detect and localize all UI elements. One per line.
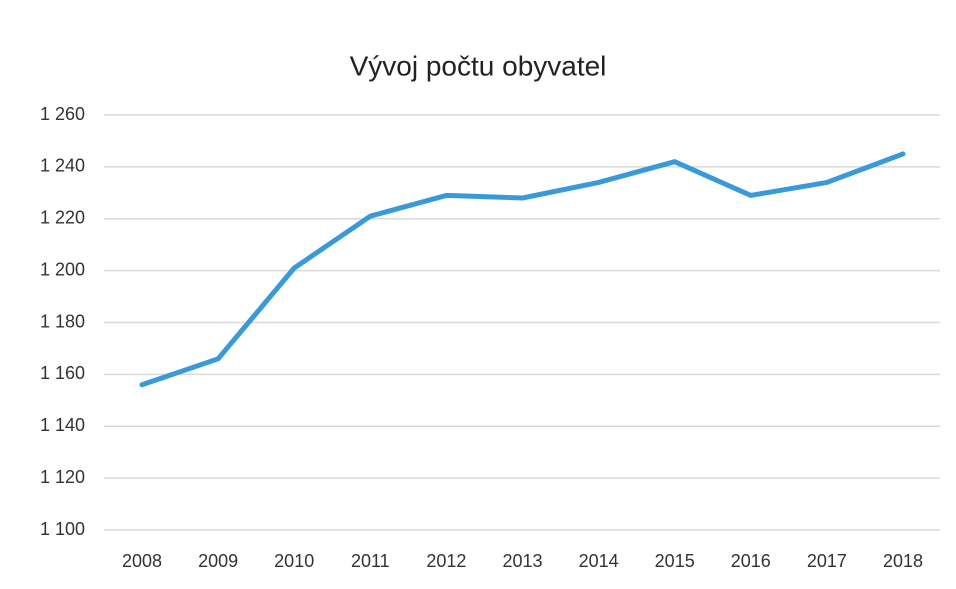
- x-tick-label: 2012: [426, 551, 466, 571]
- y-tick-label: 1 220: [40, 208, 85, 228]
- x-tick-label: 2008: [122, 551, 162, 571]
- x-tick-label: 2013: [502, 551, 542, 571]
- y-tick-label: 1 260: [40, 104, 85, 124]
- chart-title: Vývoj počtu obyvatel: [350, 50, 607, 81]
- y-tick-label: 1 100: [40, 519, 85, 539]
- x-tick-label: 2017: [807, 551, 847, 571]
- y-tick-label: 1 160: [40, 363, 85, 383]
- y-tick-label: 1 200: [40, 259, 85, 279]
- x-tick-label: 2015: [655, 551, 695, 571]
- y-tick-label: 1 140: [40, 415, 85, 435]
- y-tick-label: 1 120: [40, 467, 85, 487]
- x-tick-label: 2011: [351, 551, 390, 571]
- x-tick-label: 2016: [731, 551, 771, 571]
- x-tick-label: 2009: [198, 551, 238, 571]
- y-tick-label: 1 180: [40, 311, 85, 331]
- y-tick-label: 1 240: [40, 156, 85, 176]
- x-tick-label: 2018: [883, 551, 923, 571]
- x-tick-label: 2010: [274, 551, 314, 571]
- line-series: [139, 151, 906, 388]
- x-tick-label: 2014: [579, 551, 619, 571]
